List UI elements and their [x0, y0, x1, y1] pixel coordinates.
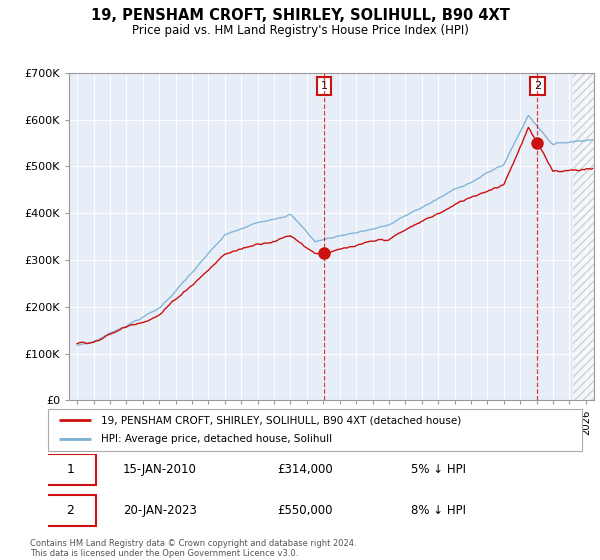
Text: £550,000: £550,000 [278, 504, 333, 517]
Text: 5% ↓ HPI: 5% ↓ HPI [411, 463, 466, 477]
Text: 19, PENSHAM CROFT, SHIRLEY, SOLIHULL, B90 4XT (detached house): 19, PENSHAM CROFT, SHIRLEY, SOLIHULL, B9… [101, 415, 461, 425]
Text: Price paid vs. HM Land Registry's House Price Index (HPI): Price paid vs. HM Land Registry's House … [131, 24, 469, 36]
FancyBboxPatch shape [46, 495, 96, 526]
Text: 20-JAN-2023: 20-JAN-2023 [123, 504, 197, 517]
Text: 2: 2 [534, 81, 541, 91]
Text: Contains HM Land Registry data © Crown copyright and database right 2024.
This d: Contains HM Land Registry data © Crown c… [30, 539, 356, 558]
Bar [572, 73, 594, 400]
Text: £314,000: £314,000 [278, 463, 334, 477]
Bar [572, 73, 594, 400]
Text: 15-JAN-2010: 15-JAN-2010 [123, 463, 197, 477]
FancyBboxPatch shape [48, 409, 582, 451]
Text: 19, PENSHAM CROFT, SHIRLEY, SOLIHULL, B90 4XT: 19, PENSHAM CROFT, SHIRLEY, SOLIHULL, B9… [91, 8, 509, 24]
Text: 2: 2 [67, 504, 74, 517]
Text: HPI: Average price, detached house, Solihull: HPI: Average price, detached house, Soli… [101, 435, 332, 445]
Text: 1: 1 [67, 463, 74, 477]
FancyBboxPatch shape [46, 454, 96, 486]
Text: 8% ↓ HPI: 8% ↓ HPI [411, 504, 466, 517]
Text: 1: 1 [320, 81, 328, 91]
